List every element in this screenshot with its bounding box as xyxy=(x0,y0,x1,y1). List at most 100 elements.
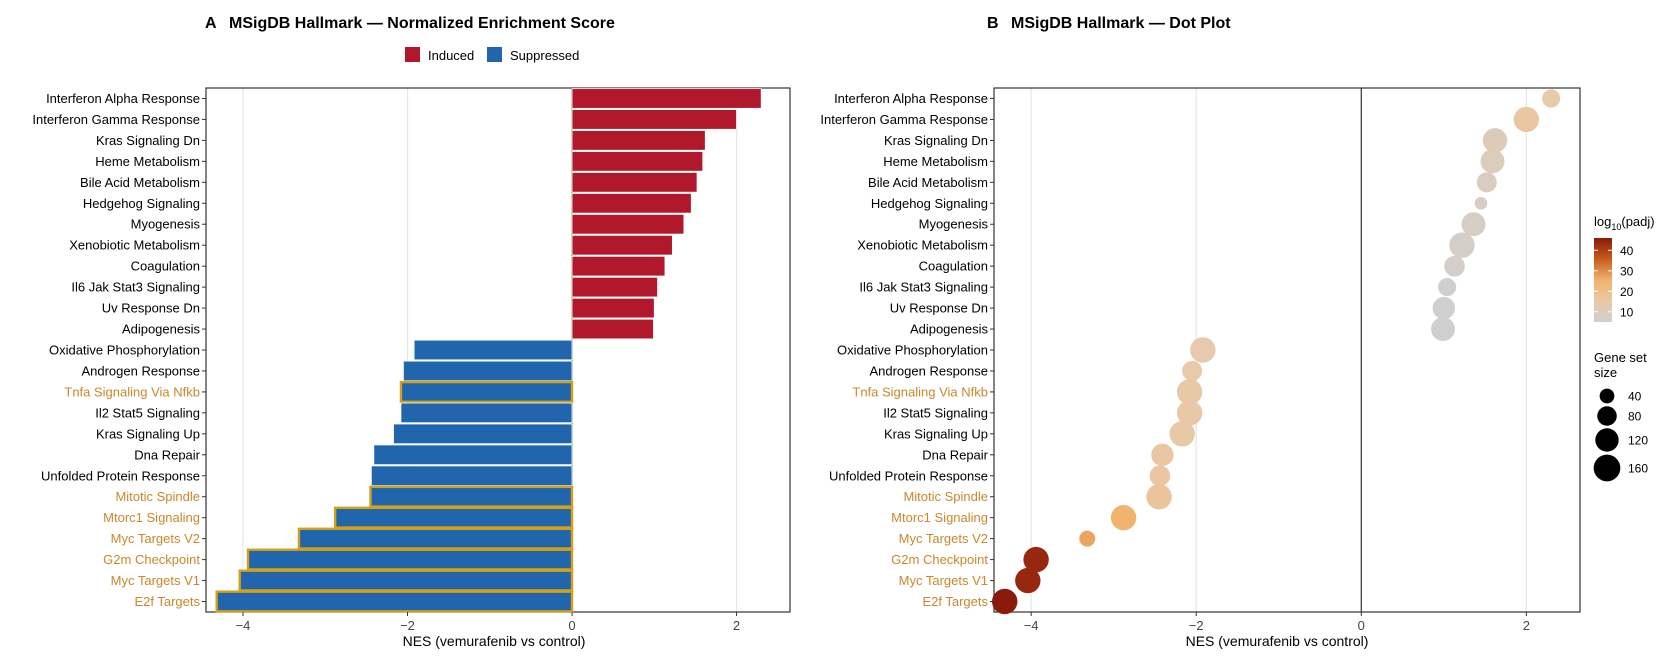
panel-b-category-label: Oxidative Phosphorylation xyxy=(837,343,988,358)
bar-heme-metabolism xyxy=(571,151,704,172)
bar-mitotic-spindle xyxy=(369,485,574,508)
panel-a-category-label: Xenobiotic Metabolism xyxy=(69,238,200,253)
size-legend-title-line1: Gene set xyxy=(1594,350,1647,365)
bar-adipogenesis xyxy=(571,318,654,340)
panel-b-category-label: Androgen Response xyxy=(869,363,988,378)
panel-a-category-label: Myc Targets V1 xyxy=(111,573,200,588)
size-legend-dot xyxy=(1597,406,1617,426)
panel-b-gridlines xyxy=(993,87,1581,613)
dot-heme-metabolism xyxy=(1480,149,1505,174)
panel-b-category-label: Adipogenesis xyxy=(910,322,989,337)
panel-b-category-label: Myogenesis xyxy=(919,217,989,232)
panel-a-category-label: Interferon Alpha Response xyxy=(46,91,200,106)
size-legend-dot xyxy=(1593,454,1621,482)
color-legend-title-sub: 10 xyxy=(1611,222,1621,232)
dot-interferon-alpha-response xyxy=(1542,89,1561,108)
panel-b-title: MSigDB Hallmark — Dot Plot xyxy=(1011,15,1231,32)
panel-a-category-label: Uv Response Dn xyxy=(102,301,200,316)
dot-interferon-gamma-response xyxy=(1513,106,1540,133)
bar-dna-repair xyxy=(373,444,573,466)
bar-g2m-checkpoint xyxy=(246,548,574,571)
panel-b-x-axis-label: NES (vemurafenib vs control) xyxy=(1186,633,1369,649)
color-legend-tick-label: 20 xyxy=(1620,285,1634,299)
panel-b-category-label: Dna Repair xyxy=(922,447,988,462)
size-legend-label: 120 xyxy=(1628,434,1648,448)
panel-b-dots xyxy=(992,89,1561,615)
bar-kras-signaling-dn xyxy=(571,130,706,151)
panel-a-x-axis-label: NES (vemurafenib vs control) xyxy=(403,633,586,649)
dot-il2-stat5-signaling xyxy=(1176,400,1203,426)
panel-a-category-label: Tnfa Signaling Via Nfkb xyxy=(64,384,200,399)
bar-androgen-response xyxy=(403,360,573,382)
size-legend-title-line2: size xyxy=(1594,365,1617,380)
panel-a-category-label: Mtorc1 Signaling xyxy=(103,510,200,525)
size-legend-dot xyxy=(1595,428,1619,452)
color-legend-ticks: 10 20 30 40 xyxy=(1594,244,1634,319)
color-legend-title: log10(padj) xyxy=(1594,214,1655,232)
bar-hedgehog-signaling xyxy=(571,193,692,214)
panel-b-category-label: Bile Acid Metabolism xyxy=(868,175,988,190)
dot-e2f-targets xyxy=(992,588,1018,615)
bar-il2-stat5-signaling xyxy=(400,402,573,424)
dot-mitotic-spindle xyxy=(1146,484,1172,510)
dot-hedgehog-signaling xyxy=(1474,196,1488,210)
color-legend-tick-label: 40 xyxy=(1620,244,1634,258)
color-legend-tick-label: 30 xyxy=(1620,264,1634,278)
panel-b-x-tick-label: 0 xyxy=(1358,618,1365,633)
dot-g2m-checkpoint xyxy=(1023,546,1049,573)
bar-interferon-alpha-response xyxy=(571,88,762,109)
bar-kras-signaling-up xyxy=(393,423,573,445)
dot-xenobiotic-metabolism xyxy=(1449,232,1475,258)
panel-a-x-ticks: −4 −2 0 2 xyxy=(236,612,740,633)
panel-b-category-label: Uv Response Dn xyxy=(890,301,988,316)
panel-a-category-label: Kras Signaling Dn xyxy=(96,133,200,148)
dot-il6-jak-stat3-signaling xyxy=(1438,278,1457,297)
dot-bile-acid-metabolism xyxy=(1476,172,1497,193)
panel-a-x-tick-label: −2 xyxy=(400,618,415,633)
bar-bile-acid-metabolism xyxy=(571,172,698,193)
bar-tnfa-signaling-via-nfkb xyxy=(399,380,574,403)
bar-xenobiotic-metabolism xyxy=(571,234,673,256)
panel-a-category-label: Hedgehog Signaling xyxy=(83,196,200,211)
panel-b-category-label: E2f Targets xyxy=(922,594,988,609)
panel-a-category-labels: Interferon Alpha Response Interferon Gamm… xyxy=(32,91,206,609)
panel-b-category-label: Hedgehog Signaling xyxy=(871,196,988,211)
color-legend-title-main: log xyxy=(1594,214,1611,229)
panel-a-category-label: Myogenesis xyxy=(131,217,201,232)
panel-b-x-tick-label: −4 xyxy=(1024,618,1039,633)
panel-b-category-label: Mtorc1 Signaling xyxy=(891,510,988,525)
panel-a-category-label: E2f Targets xyxy=(134,594,200,609)
bar-e2f-targets xyxy=(215,590,574,613)
color-legend-bar xyxy=(1594,238,1612,322)
panel-b-category-label: Il2 Stat5 Signaling xyxy=(883,405,988,420)
size-legend-label: 160 xyxy=(1628,462,1648,476)
panel-b-category-label: Interferon Alpha Response xyxy=(834,91,988,106)
panel-a-category-label: Myc Targets V2 xyxy=(111,531,200,546)
bar-myogenesis xyxy=(571,213,685,235)
panel-b-category-label: G2m Checkpoint xyxy=(891,552,988,567)
panel-a-category-label: Heme Metabolism xyxy=(95,154,200,169)
bar-coagulation xyxy=(571,255,666,277)
panel-a-x-tick-label: −4 xyxy=(236,618,251,633)
legend-label-suppressed: Suppressed xyxy=(510,48,579,63)
dot-uv-response-dn xyxy=(1432,296,1455,320)
panel-b-x-tick-label: −2 xyxy=(1189,618,1204,633)
panel-b-dot-plot: Interferon Alpha Response Interferon Gamm… xyxy=(820,87,1581,649)
legend-swatch-induced xyxy=(405,47,420,62)
bar-unfolded-protein-response xyxy=(370,465,573,487)
panel-b-category-label: Coagulation xyxy=(919,259,988,274)
panel-a-category-label: Il2 Stat5 Signaling xyxy=(95,405,200,420)
legend-swatch-suppressed xyxy=(487,47,502,62)
dot-adipogenesis xyxy=(1431,317,1455,342)
color-legend: log10(padj) 10 20 30 40 xyxy=(1594,214,1655,322)
panel-b-category-label: Myc Targets V1 xyxy=(899,573,988,588)
bar-myc-targets-v1 xyxy=(238,569,574,592)
panel-a-category-label: G2m Checkpoint xyxy=(103,552,200,567)
size-legend-label: 80 xyxy=(1628,410,1642,424)
panel-b-category-label: Kras Signaling Up xyxy=(884,426,988,441)
dot-androgen-response xyxy=(1182,360,1203,381)
dot-mtorc1-signaling xyxy=(1110,504,1137,531)
panel-a-x-tick-label: 0 xyxy=(568,618,575,633)
dot-myc-targets-v2 xyxy=(1079,530,1096,547)
